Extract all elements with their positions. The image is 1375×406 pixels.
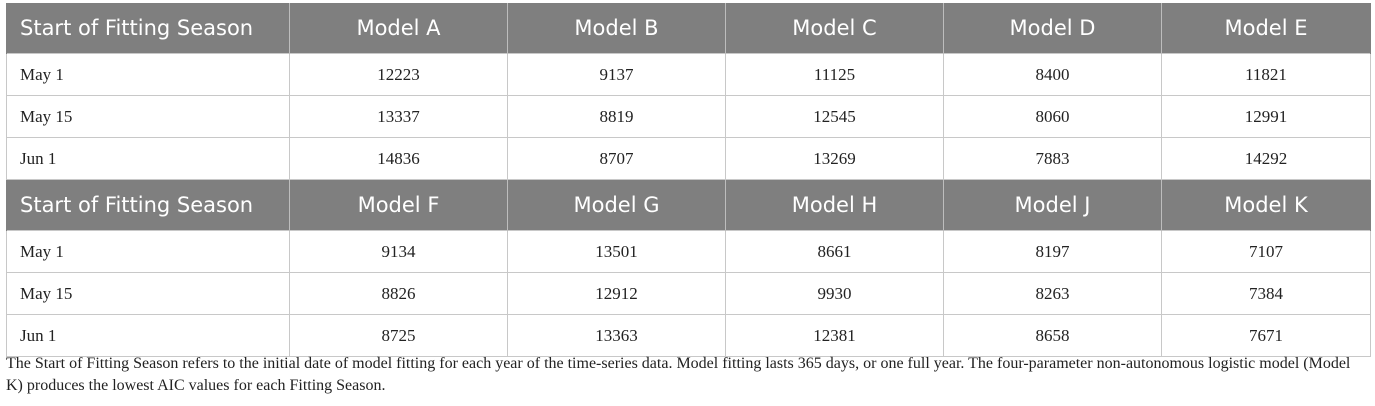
table-cell: 12223 [289, 53, 508, 96]
table-cell: 7671 [1161, 314, 1371, 357]
table-header-row: Start of Fitting Season Model A Model B … [6, 3, 1371, 54]
column-header: Model J [943, 179, 1162, 231]
table-cell: 12912 [507, 272, 726, 315]
row-label: May 15 [6, 95, 290, 138]
table-cell: 8263 [943, 272, 1162, 315]
table-cell: 14292 [1161, 137, 1371, 180]
table-cell: 9137 [507, 53, 726, 96]
table-cell: 13337 [289, 95, 508, 138]
table-cell: 8661 [725, 230, 944, 273]
column-header: Start of Fitting Season [6, 3, 290, 54]
column-header: Model A [289, 3, 508, 54]
table-cell: 8658 [943, 314, 1162, 357]
table-row: May 15 13337 8819 12545 8060 12991 [6, 95, 1371, 138]
table-row: May 15 8826 12912 9930 8263 7384 [6, 272, 1371, 315]
table-row: May 1 9134 13501 8661 8197 7107 [6, 230, 1371, 273]
aic-table-container: Start of Fitting Season Model A Model B … [6, 3, 1371, 357]
column-header: Model G [507, 179, 726, 231]
table-cell: 13269 [725, 137, 944, 180]
row-label: Jun 1 [6, 314, 290, 357]
table-cell: 7107 [1161, 230, 1371, 273]
row-label: May 15 [6, 272, 290, 315]
table-cell: 7883 [943, 137, 1162, 180]
column-header: Start of Fitting Season [6, 179, 290, 231]
table-row: Jun 1 14836 8707 13269 7883 14292 [6, 137, 1371, 180]
row-label: May 1 [6, 230, 290, 273]
table-cell: 8197 [943, 230, 1162, 273]
table-header-row: Start of Fitting Season Model F Model G … [6, 179, 1371, 231]
table-cell: 8819 [507, 95, 726, 138]
table-footnote: The Start of Fitting Season refers to th… [6, 355, 1351, 394]
row-label: Jun 1 [6, 137, 290, 180]
table-cell: 13363 [507, 314, 726, 357]
column-header: Model F [289, 179, 508, 231]
table-row: May 1 12223 9137 11125 8400 11821 [6, 53, 1371, 96]
table-cell: 7384 [1161, 272, 1371, 315]
column-header: Model K [1161, 179, 1371, 231]
aic-table: Start of Fitting Season Model A Model B … [6, 3, 1371, 357]
table-cell: 8826 [289, 272, 508, 315]
column-header: Model H [725, 179, 944, 231]
column-header: Model D [943, 3, 1162, 54]
table-cell: 9930 [725, 272, 944, 315]
table-cell: 12381 [725, 314, 944, 357]
table-cell: 12991 [1161, 95, 1371, 138]
table-row: Jun 1 8725 13363 12381 8658 7671 [6, 314, 1371, 357]
column-header: Model E [1161, 3, 1371, 54]
table-cell: 8725 [289, 314, 508, 357]
table-cell: 12545 [725, 95, 944, 138]
table-cell: 14836 [289, 137, 508, 180]
row-label: May 1 [6, 53, 290, 96]
table-cell: 8060 [943, 95, 1162, 138]
column-header: Model C [725, 3, 944, 54]
table-cell: 8707 [507, 137, 726, 180]
table-cell: 8400 [943, 53, 1162, 96]
table-cell: 9134 [289, 230, 508, 273]
table-cell: 11821 [1161, 53, 1371, 96]
column-header: Model B [507, 3, 726, 54]
table-cell: 13501 [507, 230, 726, 273]
table-cell: 11125 [725, 53, 944, 96]
